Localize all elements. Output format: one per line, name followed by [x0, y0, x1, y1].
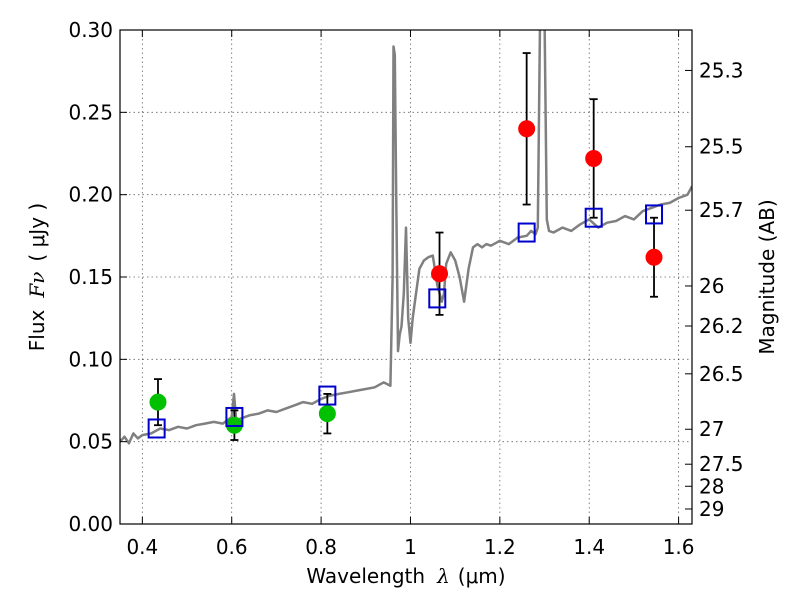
x-axis-label: Wavelength λ (μm) [306, 564, 505, 588]
mag-tick-label: 29 [699, 497, 724, 521]
x-tick-label: 1 [404, 535, 417, 559]
model-photometry-square [318, 385, 337, 406]
model-spectrum-line [120, 30, 692, 445]
model-photometry-square [517, 222, 536, 243]
x-tick-label: 0.4 [126, 535, 158, 559]
x-axis-symbol: λ [436, 564, 450, 588]
observed-flux-point [518, 120, 536, 138]
mag-tick-label: 25.3 [699, 58, 744, 82]
x-tick-label: 0.8 [305, 535, 337, 559]
y-axis-unit: ( μJy ) [25, 203, 49, 262]
y-tick-label: 0.00 [68, 512, 113, 536]
model-photometry-square [428, 288, 447, 309]
y-tick-label: 0.10 [68, 347, 113, 371]
mag-tick-label: 27 [699, 417, 724, 441]
ticks-layer: 0.4 0.6 0.8 1 1.2 1.4 1.6 0.00 0.05 0.10 0.15 0.20 0… [68, 18, 743, 559]
mag-tick-label: 26.2 [699, 314, 744, 338]
points-layer [147, 52, 664, 441]
y-tick-label: 0.20 [68, 183, 113, 207]
y-tick-label: 0.25 [68, 100, 113, 124]
mag-tick-label: 26 [699, 274, 724, 298]
x-axis-unit: (μm) [458, 564, 506, 588]
x-tick-label: 1.2 [484, 535, 516, 559]
mag-tick-label: 28 [699, 474, 724, 498]
x-tick-label: 0.6 [216, 535, 248, 559]
observed-flux-point [149, 393, 167, 411]
y-tick-label: 0.30 [68, 18, 113, 42]
mag-tick-label: 27.5 [699, 452, 744, 476]
y-axis-label-prefix: Flux [25, 309, 49, 351]
observed-flux-point [645, 248, 663, 266]
y2-axis-label: Magnitude (AB) [755, 199, 779, 354]
spectrum-layer [120, 30, 692, 445]
x-tick-label: 1.6 [663, 535, 695, 559]
x-tick-label: 1.4 [573, 535, 605, 559]
model-photometry-square [584, 207, 603, 228]
observed-flux-point [431, 265, 449, 283]
mag-tick-label: 25.7 [699, 198, 744, 222]
y-axis-label: Flux Fν ( μJy ) [25, 203, 49, 351]
x-axis-label-prefix: Wavelength [306, 564, 425, 588]
y-tick-label: 0.05 [68, 430, 113, 454]
mag-tick-label: 25.5 [699, 135, 744, 159]
model-photometry-square [645, 204, 664, 225]
y-tick-label: 0.15 [68, 265, 113, 289]
model-photometry-square [147, 418, 166, 439]
mag-tick-label: 26.5 [699, 362, 744, 386]
model-photometry-square [225, 406, 244, 427]
observed-flux-point [318, 405, 336, 423]
observed-flux-point [585, 149, 603, 167]
y-axis-symbol: Fν [25, 272, 49, 299]
